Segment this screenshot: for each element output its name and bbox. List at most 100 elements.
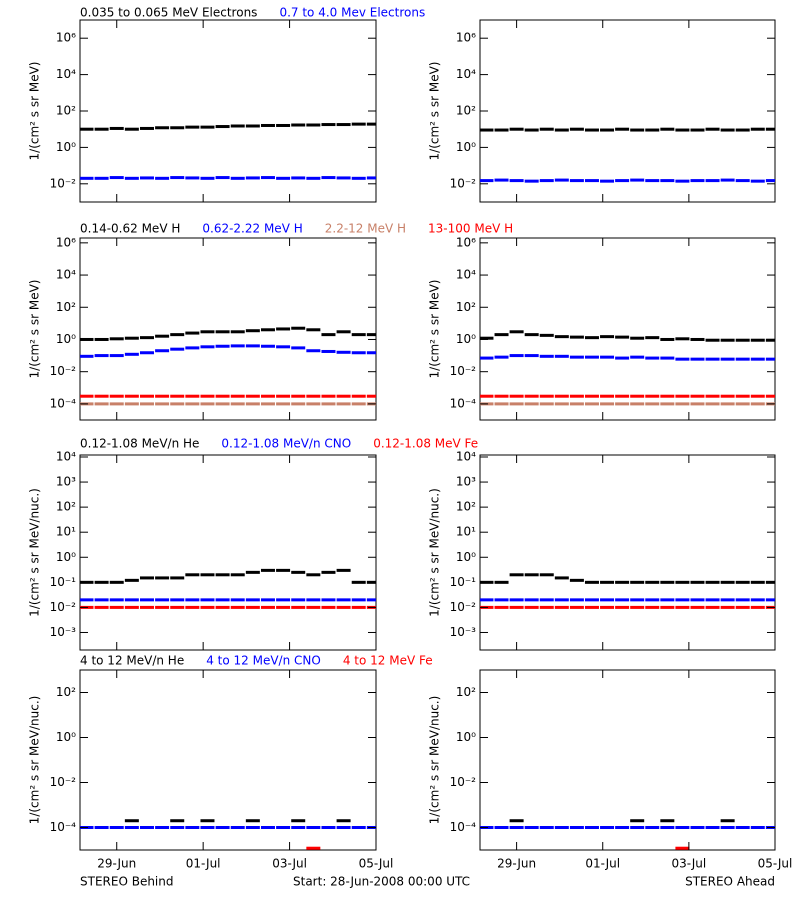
data-point xyxy=(584,402,599,406)
y-tick-label: 10⁻³ xyxy=(450,625,477,639)
data-point xyxy=(569,355,584,359)
data-point xyxy=(124,402,139,406)
data-point xyxy=(705,394,720,398)
data-point xyxy=(124,336,139,340)
x-tick-label: 03-Jul xyxy=(671,857,706,871)
data-point xyxy=(215,330,230,334)
plot-frame xyxy=(79,454,377,651)
data-point xyxy=(321,402,336,406)
data-point xyxy=(260,123,275,127)
data-point xyxy=(705,826,720,829)
data-point xyxy=(155,126,170,130)
data-point xyxy=(336,598,351,602)
data-point xyxy=(539,333,554,337)
data-point xyxy=(494,128,509,132)
y-axis-label: 1/(cm² s sr MeV/nuc.) xyxy=(28,488,42,617)
data-point xyxy=(291,826,306,829)
data-point xyxy=(306,176,321,180)
data-point xyxy=(276,605,291,609)
data-point xyxy=(539,573,554,577)
data-point xyxy=(321,176,336,180)
data-point xyxy=(480,179,494,183)
data-point xyxy=(260,344,275,348)
series-label: 0.62-2.22 MeV H xyxy=(202,222,302,236)
data-point xyxy=(509,826,524,829)
series-label: 0.035 to 0.065 MeV Electrons xyxy=(80,6,257,20)
data-point xyxy=(480,356,494,360)
data-point xyxy=(276,402,291,406)
data-point xyxy=(524,826,539,829)
data-point xyxy=(705,127,720,131)
data-point xyxy=(509,179,524,183)
data-point xyxy=(291,394,306,398)
data-point xyxy=(600,580,615,584)
data-point xyxy=(509,402,524,406)
data-point xyxy=(750,402,765,406)
data-point xyxy=(336,330,351,334)
data-point xyxy=(336,402,351,406)
data-point xyxy=(600,598,615,602)
data-point xyxy=(109,598,124,602)
y-tick-label: 10² xyxy=(456,104,476,118)
data-point xyxy=(336,819,351,823)
data-point xyxy=(554,605,569,609)
data-point xyxy=(539,402,554,406)
data-point xyxy=(109,337,124,341)
data-point xyxy=(539,605,554,609)
data-point xyxy=(260,394,275,398)
y-axis-label: 1/(cm² s sr MeV) xyxy=(428,280,442,379)
data-point xyxy=(509,394,524,398)
y-tick-label: 10⁰ xyxy=(56,140,76,154)
data-point xyxy=(94,394,109,398)
data-point xyxy=(230,402,245,406)
data-point xyxy=(276,598,291,602)
data-point xyxy=(306,402,321,406)
footer-right: STEREO Ahead xyxy=(685,875,775,889)
data-point xyxy=(600,335,615,339)
y-tick-label: 10² xyxy=(56,500,76,514)
data-point xyxy=(569,127,584,131)
data-point xyxy=(351,605,366,609)
data-point xyxy=(660,598,675,602)
data-point xyxy=(509,354,524,358)
data-point xyxy=(200,176,215,180)
data-point xyxy=(366,176,376,180)
data-point xyxy=(690,580,705,584)
data-point xyxy=(185,346,200,350)
data-point xyxy=(336,826,351,829)
data-point xyxy=(291,605,306,609)
series-label: 0.12-1.08 MeV Fe xyxy=(373,437,478,451)
data-point xyxy=(720,819,735,823)
data-point xyxy=(306,846,321,850)
y-tick-label: 10⁰ xyxy=(456,730,476,744)
y-tick-label: 10⁻⁴ xyxy=(450,820,477,834)
data-point xyxy=(260,176,275,180)
data-point xyxy=(735,128,750,132)
data-point xyxy=(645,394,660,398)
data-point xyxy=(94,598,109,602)
data-point xyxy=(509,598,524,602)
data-point xyxy=(124,127,139,131)
data-point xyxy=(735,179,750,183)
data-point xyxy=(480,394,494,398)
data-point xyxy=(720,357,735,361)
data-point xyxy=(750,179,765,183)
data-point xyxy=(306,605,321,609)
data-point xyxy=(539,394,554,398)
series-label: 2.2-12 MeV H xyxy=(325,222,406,236)
data-point xyxy=(94,337,109,341)
data-point xyxy=(351,826,366,829)
data-point xyxy=(705,605,720,609)
data-point xyxy=(765,357,775,361)
data-point xyxy=(139,576,154,580)
data-point xyxy=(109,605,124,609)
y-tick-label: 10⁴ xyxy=(456,449,476,463)
data-point xyxy=(690,128,705,132)
data-point xyxy=(690,357,705,361)
x-tick-label: 01-Jul xyxy=(186,857,221,871)
data-point xyxy=(366,351,376,355)
y-tick-label: 10¹ xyxy=(456,525,476,539)
data-point xyxy=(200,573,215,577)
data-point xyxy=(245,124,260,128)
data-point xyxy=(615,598,630,602)
